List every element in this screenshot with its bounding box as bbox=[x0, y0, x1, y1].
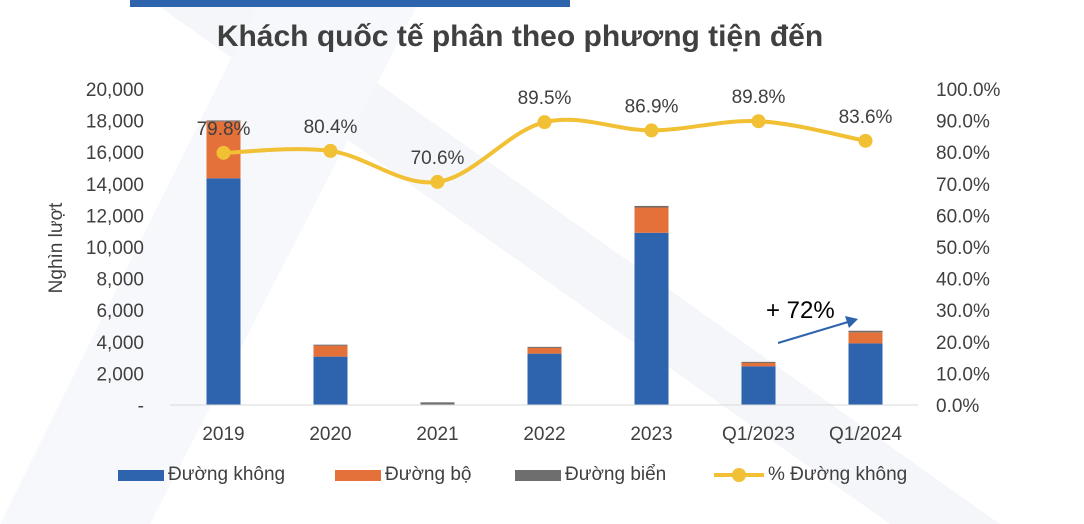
bar-air bbox=[741, 366, 776, 405]
bar-air bbox=[206, 178, 241, 405]
x-tick-label: 2019 bbox=[202, 424, 244, 445]
legend-item-road: Đường bộ bbox=[335, 464, 471, 486]
y2-tick-label: 10.0% bbox=[936, 364, 990, 385]
y-tick-label: 14,000 bbox=[86, 175, 144, 196]
x-tick-label: 2021 bbox=[416, 424, 458, 445]
bar-road bbox=[313, 345, 348, 357]
legend-swatch-road bbox=[335, 469, 381, 481]
air-share-point bbox=[430, 174, 445, 189]
y2-tick-label: 80.0% bbox=[936, 143, 990, 164]
bar-air bbox=[313, 356, 348, 405]
y-tick-label: 8,000 bbox=[96, 270, 144, 291]
air-share-point bbox=[537, 115, 552, 130]
x-tick-label: Q1/2023 bbox=[722, 424, 795, 445]
bar-sea bbox=[527, 346, 562, 348]
bar-air bbox=[634, 232, 669, 405]
growth-arrow bbox=[777, 321, 849, 344]
y2-tick-label: 100.0% bbox=[936, 80, 1001, 101]
y-tick-label: 16,000 bbox=[86, 143, 144, 164]
x-tick-label: Q1/2024 bbox=[829, 424, 902, 445]
bar-road bbox=[741, 362, 776, 367]
air-share-point bbox=[323, 143, 338, 158]
chart-title: Khách quốc tế phân theo phương tiện đến bbox=[216, 20, 824, 53]
y2-tick-label: 50.0% bbox=[936, 238, 990, 259]
air-share-data-label: 89.5% bbox=[518, 88, 572, 109]
air-share-point bbox=[216, 145, 231, 160]
chart-legend: Đường không Đường bộ Đường biển % Đường … bbox=[0, 464, 1084, 492]
growth-arrow-head bbox=[845, 316, 858, 328]
y-tick-label: 6,000 bbox=[96, 301, 144, 322]
air-share-point bbox=[644, 123, 659, 138]
bar-sea bbox=[206, 120, 241, 122]
legend-swatch-air-share bbox=[714, 468, 764, 482]
legend-item-air-share: % Đường không bbox=[714, 464, 907, 486]
header-accent-bar bbox=[130, 0, 570, 7]
air-share-point bbox=[751, 114, 766, 129]
y2-tick-label: 70.0% bbox=[936, 175, 990, 196]
air-share-data-label: 80.4% bbox=[304, 117, 358, 138]
bar-road bbox=[848, 332, 883, 344]
legend-label-air-share: % Đường không bbox=[768, 464, 908, 485]
x-tick-label: 2020 bbox=[309, 424, 351, 445]
y2-tick-label: 60.0% bbox=[936, 206, 990, 227]
bar-air bbox=[848, 343, 883, 405]
y-tick-label: 10,000 bbox=[86, 238, 144, 259]
bar-sea bbox=[741, 361, 776, 363]
y-tick-label: 18,000 bbox=[86, 112, 144, 133]
legend-label-sea: Đường biển bbox=[565, 464, 667, 485]
air-share-point bbox=[858, 133, 873, 148]
air-share-data-label: 86.9% bbox=[625, 96, 679, 117]
legend-label-air: Đường không bbox=[168, 464, 286, 485]
x-tick-label: 2022 bbox=[523, 424, 565, 445]
bar-air bbox=[527, 353, 562, 405]
legend-swatch-air bbox=[118, 469, 164, 481]
y-tick-label: 2,000 bbox=[96, 364, 144, 385]
legend-item-sea: Đường biển bbox=[515, 464, 666, 486]
bar-sea bbox=[634, 205, 669, 208]
bar-sea bbox=[313, 344, 348, 346]
air-share-data-label: 89.8% bbox=[732, 87, 786, 108]
air-share-data-label: 70.6% bbox=[411, 148, 465, 169]
air-share-data-label: 79.8% bbox=[197, 119, 251, 140]
y-tick-label: 4,000 bbox=[96, 333, 144, 354]
bar-road bbox=[527, 347, 562, 354]
y-tick-label: 12,000 bbox=[86, 206, 144, 227]
y2-tick-label: 0.0% bbox=[936, 396, 979, 417]
bar-sea bbox=[848, 330, 883, 333]
y2-tick-label: 40.0% bbox=[936, 270, 990, 291]
y2-tick-label: 30.0% bbox=[936, 301, 990, 322]
y-tick-label: 20,000 bbox=[86, 80, 144, 101]
y2-tick-label: 90.0% bbox=[936, 112, 990, 133]
y-axis-label: Nghìn lượt bbox=[46, 202, 67, 293]
legend-item-air: Đường không bbox=[118, 464, 285, 486]
legend-swatch-sea bbox=[515, 469, 561, 481]
bar-road bbox=[634, 207, 669, 233]
y-tick-label: - bbox=[138, 396, 144, 417]
bar-sea bbox=[420, 402, 455, 405]
legend-label-road: Đường bộ bbox=[385, 464, 472, 485]
air-share-data-label: 83.6% bbox=[839, 107, 893, 128]
y2-tick-label: 20.0% bbox=[936, 333, 990, 354]
growth-annotation: + 72% bbox=[766, 297, 835, 324]
x-tick-label: 2023 bbox=[630, 424, 672, 445]
